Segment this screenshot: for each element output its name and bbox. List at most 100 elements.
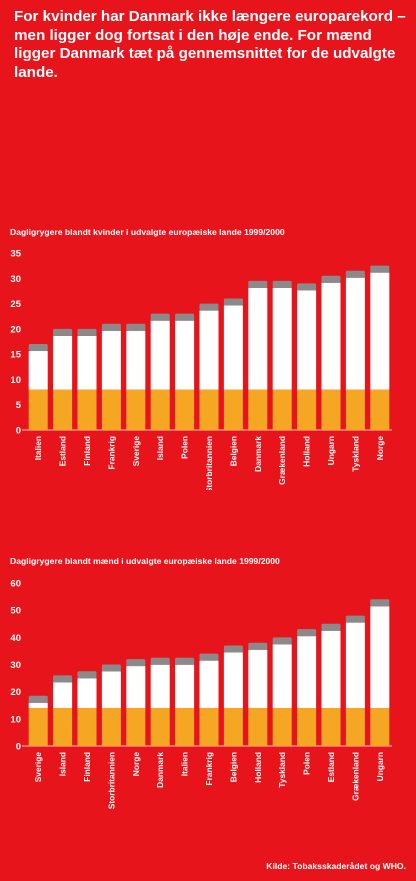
women-bar-ash: [370, 265, 390, 273]
women-bar-filter: [53, 389, 73, 430]
men-bar-paper: [53, 682, 73, 708]
women-bar-ash: [223, 298, 243, 306]
men-bar-paper: [77, 678, 97, 708]
women-bar-paper: [199, 310, 219, 390]
women-bar-paper: [297, 290, 317, 390]
men-bar-filter: [126, 707, 146, 746]
men-chart-title: Dagligrygere blandt mænd i udvalgte euro…: [10, 556, 280, 566]
women-y-tick-label: 10: [10, 375, 21, 386]
women-bar-filter: [321, 389, 341, 430]
women-bar-ash: [297, 283, 317, 291]
men-bar-ash: [345, 615, 365, 623]
women-category-label: Ungarn: [326, 436, 336, 465]
women-smokers-bar-chart: 0 5 10 15 20 25 30 35 Italien Estland Finland Frank…: [10, 249, 392, 490]
women-bar-filter: [175, 389, 195, 430]
women-bar-ash: [248, 280, 268, 288]
men-bar-paper: [175, 664, 195, 708]
women-category-label: Island: [155, 436, 165, 460]
men-bar-filter: [272, 707, 292, 746]
women-bar-ash: [272, 280, 292, 288]
women-y-tick-label: 25: [10, 299, 21, 310]
men-bar-filter: [223, 707, 243, 746]
men-bar-paper: [101, 671, 121, 708]
men-y-tick-label: 0: [16, 742, 21, 753]
women-bar-paper: [175, 320, 195, 390]
women-y-tick-label: 15: [10, 350, 21, 361]
men-bar-paper: [28, 702, 48, 708]
men-bar-ash: [77, 671, 97, 679]
men-bar-ash: [199, 653, 219, 661]
women-category-label: Storbritannien: [204, 436, 214, 490]
men-category-label: Storbritannien: [106, 752, 116, 809]
men-bar-filter: [345, 707, 365, 746]
women-bar-ash: [77, 328, 97, 336]
men-category-label: Holland: [253, 752, 263, 783]
men-smokers-bar-chart: 0 10 20 30 40 50 60 Sverige Island Finland Storbri…: [10, 579, 392, 809]
women-bar-ash: [321, 275, 341, 283]
women-bar-paper: [272, 287, 292, 390]
men-bar-filter: [77, 707, 97, 746]
women-bar-filter: [370, 389, 390, 430]
women-category-label: Belgien: [228, 436, 238, 466]
men-y-tick-label: 50: [10, 606, 21, 617]
men-bar-ash: [248, 642, 268, 650]
women-bar-paper: [77, 335, 97, 390]
men-bar-ash: [175, 657, 195, 665]
women-category-label: Danmark: [253, 436, 263, 472]
women-bar-filter: [272, 389, 292, 430]
women-bar-paper: [345, 277, 365, 390]
men-bar-filter: [175, 707, 195, 746]
men-y-tick-label: 30: [10, 660, 21, 671]
women-bar-filter: [223, 389, 243, 430]
women-category-label: Norge: [375, 436, 385, 461]
women-bar-ash: [345, 270, 365, 278]
men-bar-paper: [297, 636, 317, 708]
women-bar-paper: [126, 330, 146, 390]
men-bar-paper: [150, 664, 170, 708]
women-bar-paper: [101, 330, 121, 390]
men-bar-ash: [297, 629, 317, 637]
men-bar-paper: [248, 649, 268, 708]
women-bar-ash: [101, 323, 121, 331]
men-bar-paper: [345, 622, 365, 708]
men-category-label: Ungarn: [375, 752, 385, 781]
women-bar-paper: [28, 351, 48, 390]
men-category-label: Norge: [131, 752, 141, 777]
women-y-tick-label: 0: [16, 426, 21, 437]
headline: For kvinder har Danmark ikke længere eur…: [14, 8, 406, 81]
men-category-label: Italien: [180, 752, 190, 776]
men-bar-ash: [223, 645, 243, 653]
women-category-label: Italien: [33, 436, 43, 460]
men-category-label: Island: [58, 752, 68, 776]
women-chart-title: Dagligrygere blandt kvinder i udvalgte e…: [10, 227, 285, 237]
women-bar-ash: [199, 303, 219, 311]
women-bar-paper: [150, 320, 170, 390]
women-bar-filter: [199, 389, 219, 430]
women-bar-filter: [77, 389, 97, 430]
men-bar-filter: [150, 707, 170, 746]
men-category-label: Tyskland: [277, 752, 287, 788]
women-y-tick-label: 5: [16, 400, 22, 411]
women-bar-filter: [150, 389, 170, 430]
men-bar-filter: [53, 707, 73, 746]
men-category-label: Grækenland: [350, 752, 360, 801]
women-bar-paper: [223, 305, 243, 390]
women-bar-filter: [345, 389, 365, 430]
men-bar-filter: [370, 707, 390, 746]
men-bar-ash: [321, 623, 341, 631]
men-category-label: Frankrig: [204, 752, 214, 786]
women-bar-paper: [248, 287, 268, 390]
men-category-label: Finland: [82, 752, 92, 782]
men-bar-filter: [297, 707, 317, 746]
men-y-tick-label: 60: [10, 579, 21, 590]
women-bar-ash: [175, 313, 195, 321]
women-bar-paper: [53, 335, 73, 390]
men-y-tick-label: 10: [10, 714, 21, 725]
women-bar-filter: [101, 389, 121, 430]
men-bar-filter: [101, 707, 121, 746]
women-bar-filter: [248, 389, 268, 430]
men-category-label: Belgien: [228, 752, 238, 782]
women-bar-paper: [321, 282, 341, 390]
women-bar-paper: [370, 272, 390, 390]
women-bar-filter: [297, 389, 317, 430]
